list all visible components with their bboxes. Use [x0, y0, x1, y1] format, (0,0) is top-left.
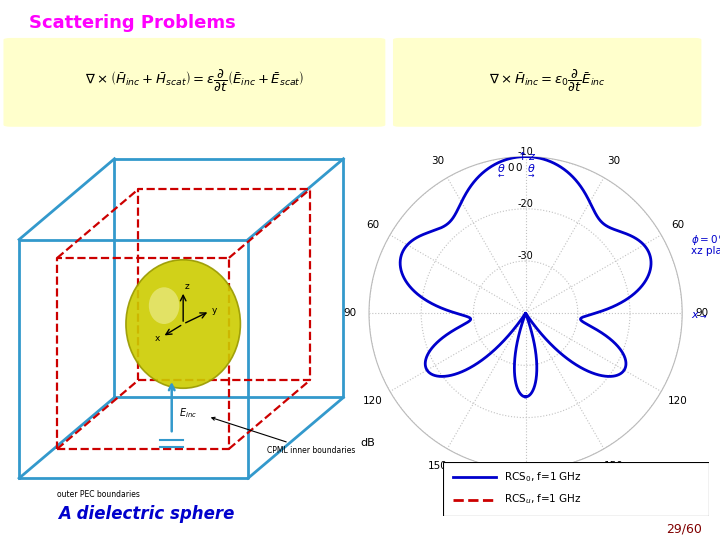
Text: $\nabla \times \left(\bar{H}_{inc} + \bar{H}_{scat}\right) = \varepsilon \dfrac{: $\nabla \times \left(\bar{H}_{inc} + \ba…	[85, 68, 304, 93]
Text: dB: dB	[360, 437, 374, 448]
Text: $\phi = 0°$: $\phi = 0°$	[691, 233, 720, 247]
Text: Scattering Problems: Scattering Problems	[29, 14, 235, 31]
Text: $\underset{\rightarrow}{\theta}$: $\underset{\rightarrow}{\theta}$	[526, 162, 536, 179]
Ellipse shape	[149, 287, 179, 324]
Text: -10: -10	[518, 146, 534, 157]
Text: $\underset{\leftarrow}{\theta}$: $\underset{\leftarrow}{\theta}$	[495, 162, 505, 179]
Text: -20: -20	[518, 199, 534, 209]
Text: $\uparrow z$: $\uparrow z$	[515, 149, 536, 162]
FancyBboxPatch shape	[393, 38, 701, 127]
Text: A dielectric sphere: A dielectric sphere	[58, 505, 234, 523]
Text: outer PEC boundaries: outer PEC boundaries	[58, 490, 140, 498]
Text: $E_{inc}$: $E_{inc}$	[179, 406, 197, 420]
Text: $\nabla \times \bar{H}_{inc} = \varepsilon_0 \dfrac{\partial}{\partial t}\bar{E}: $\nabla \times \bar{H}_{inc} = \varepsil…	[489, 68, 606, 93]
Text: -30: -30	[518, 251, 534, 261]
Text: xz plane: xz plane	[691, 246, 720, 256]
Text: z: z	[185, 282, 190, 291]
FancyBboxPatch shape	[4, 38, 385, 127]
Ellipse shape	[126, 260, 240, 388]
Text: y: y	[212, 306, 217, 315]
Text: 29/60: 29/60	[666, 523, 702, 536]
Text: RCS$_u$, f=1 GHz: RCS$_u$, f=1 GHz	[504, 492, 582, 507]
Text: $0\,0$: $0\,0$	[507, 161, 523, 173]
Text: CPML inner boundaries: CPML inner boundaries	[212, 417, 356, 455]
Text: $x_{\rightarrow}$: $x_{\rightarrow}$	[691, 310, 708, 321]
Text: RCS$_0$, f=1 GHz: RCS$_0$, f=1 GHz	[504, 470, 582, 484]
Text: x: x	[155, 334, 160, 342]
